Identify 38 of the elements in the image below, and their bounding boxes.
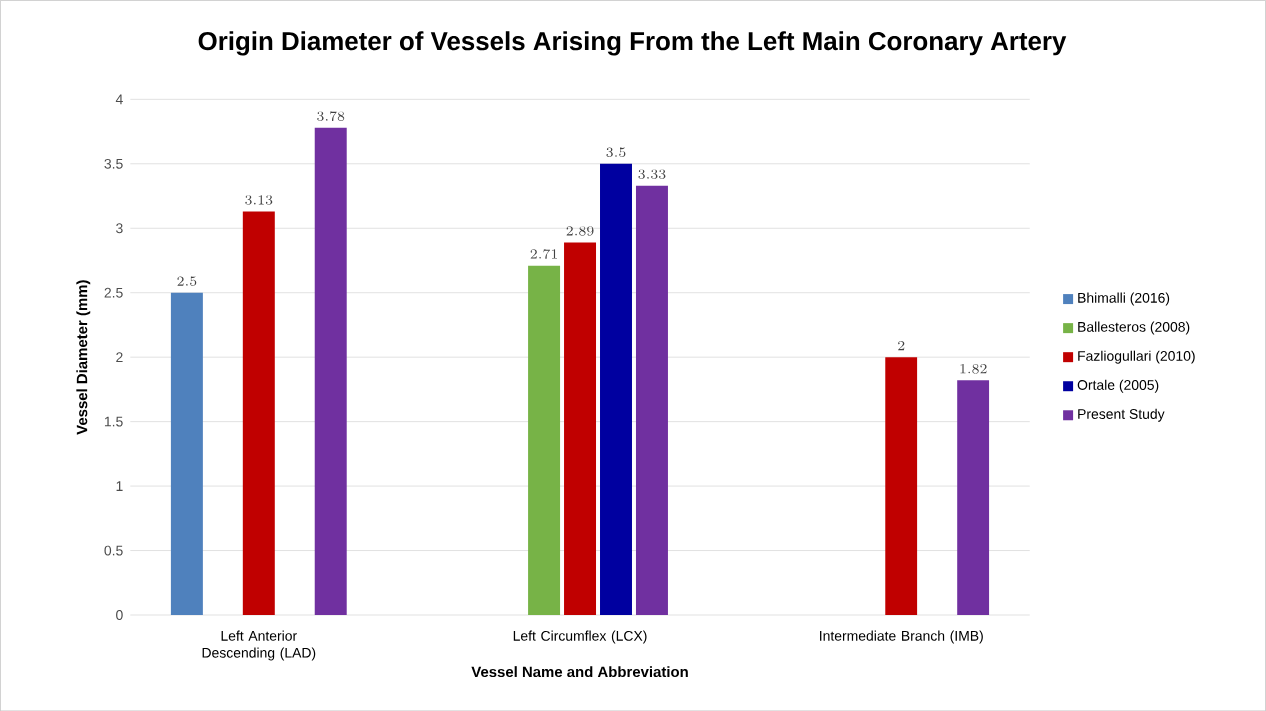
- bar: [242, 211, 275, 615]
- bar: [170, 292, 203, 615]
- y-axis-title: Vessel Diameter (mm): [76, 280, 91, 435]
- data-label: 3 . 13: [245, 195, 273, 205]
- data-label: 2 . 5: [177, 276, 197, 286]
- data-label: 1 . 82: [960, 363, 987, 374]
- bar: [528, 265, 561, 615]
- chart-title: Origin Diameter of Vessels Arising From the Left Main Coronary Artery: [198, 31, 1067, 56]
- y-tick-label: 4: [115, 94, 123, 104]
- data-label: 3 . 5: [606, 147, 626, 157]
- bar: [600, 163, 632, 615]
- legend-label: Bhimalli (2016): [1078, 292, 1170, 306]
- bar: [564, 242, 597, 615]
- legend-label: Ballesteros (2008): [1078, 321, 1190, 335]
- y-tick-label: 0.5: [104, 545, 123, 556]
- y-tick-label: 1.5: [104, 416, 123, 427]
- x-tick-label: Intermediate Branch (IMB): [820, 630, 983, 644]
- y-tick-label: 2.5: [104, 287, 123, 298]
- bar: [635, 185, 668, 615]
- y-tick-label: 3.5: [104, 158, 123, 169]
- data-label: 2 . 89: [566, 225, 594, 236]
- legend-label: Fazliogullari (2010): [1078, 350, 1195, 364]
- bar: [957, 380, 990, 615]
- legend-label: Ortale (2005): [1077, 379, 1159, 393]
- y-tick-label: 2: [116, 352, 123, 362]
- data-label: 3 . 33: [638, 169, 666, 179]
- y-tick-label: 0: [116, 609, 123, 620]
- x-tick-label: Left Anterior Descending (LAD): [202, 630, 316, 661]
- bar: [885, 357, 918, 615]
- data-label: 2 . 71: [530, 249, 557, 259]
- data-label: 2: [898, 340, 905, 350]
- x-axis-title: Vessel Name and Abbreviation: [471, 665, 688, 677]
- x-tick-label: Left Circumflex (LCX): [513, 630, 647, 644]
- y-tick-label: 1: [116, 481, 123, 491]
- legend-label: Present Study: [1078, 408, 1165, 422]
- data-label: 3 . 78: [317, 111, 345, 121]
- bar: [314, 127, 347, 615]
- y-tick-label: 3: [116, 223, 123, 233]
